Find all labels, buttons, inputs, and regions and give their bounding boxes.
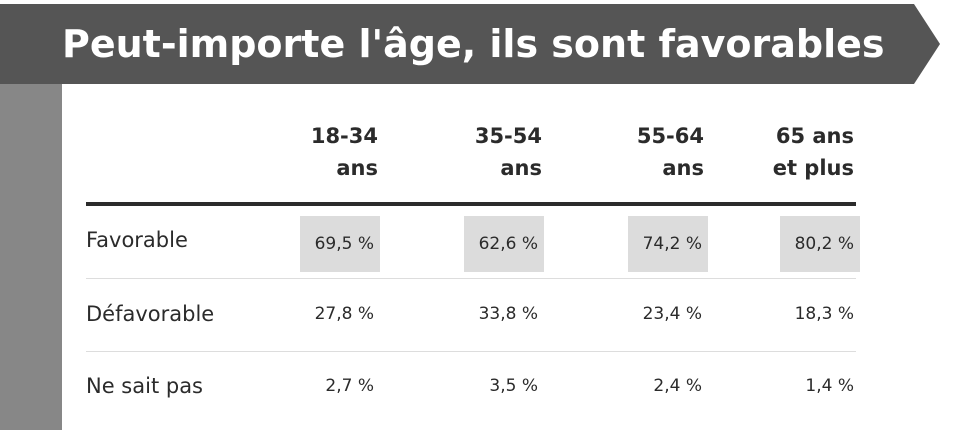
cell-favorable-18-34: 69,5 % — [300, 216, 380, 272]
row-label-defavorable: Défavorable — [86, 302, 215, 326]
column-header-line2: ans — [336, 156, 378, 180]
column-header-35-54: 35-54 ans — [422, 120, 542, 184]
cell-favorable-35-54: 62,6 % — [464, 216, 544, 272]
column-header-65-plus: 65 ans et plus — [734, 120, 854, 184]
cell-defavorable-65-plus: 18,3 % — [794, 304, 854, 324]
title-banner — [0, 4, 940, 84]
column-header-line1: 55-64 — [636, 124, 704, 148]
row-label-favorable: Favorable — [86, 228, 188, 252]
cell-ne-sait-pas-35-54: 3,5 % — [489, 376, 538, 396]
page-title: Peut-importe l'âge, ils sont favorables — [62, 22, 885, 66]
row-divider — [86, 278, 856, 279]
cell-ne-sait-pas-18-34: 2,7 % — [325, 376, 374, 396]
cell-defavorable-18-34: 27,8 % — [314, 304, 374, 324]
row-divider — [86, 351, 856, 352]
header-divider — [86, 202, 856, 206]
column-header-line2: ans — [500, 156, 542, 180]
cell-defavorable-35-54: 33,8 % — [478, 304, 538, 324]
cell-defavorable-55-64: 23,4 % — [642, 304, 702, 324]
cell-favorable-55-64: 74,2 % — [628, 216, 708, 272]
column-header-18-34: 18-34 ans — [258, 120, 378, 184]
side-accent-bar — [0, 84, 62, 430]
cell-ne-sait-pas-55-64: 2,4 % — [653, 376, 702, 396]
results-table: 18-34 ans 35-54 ans 55-64 ans 65 ans et … — [86, 84, 860, 434]
cell-favorable-65-plus: 80,2 % — [780, 216, 860, 272]
column-header-line1: 35-54 — [474, 124, 542, 148]
column-header-55-64: 55-64 ans — [584, 120, 704, 184]
column-header-line1: 65 ans — [775, 124, 854, 148]
column-header-line2: ans — [662, 156, 704, 180]
row-label-ne-sait-pas: Ne sait pas — [86, 374, 203, 398]
cell-ne-sait-pas-65-plus: 1,4 % — [805, 376, 854, 396]
column-header-line2: et plus — [772, 156, 854, 180]
column-header-line1: 18-34 — [310, 124, 378, 148]
